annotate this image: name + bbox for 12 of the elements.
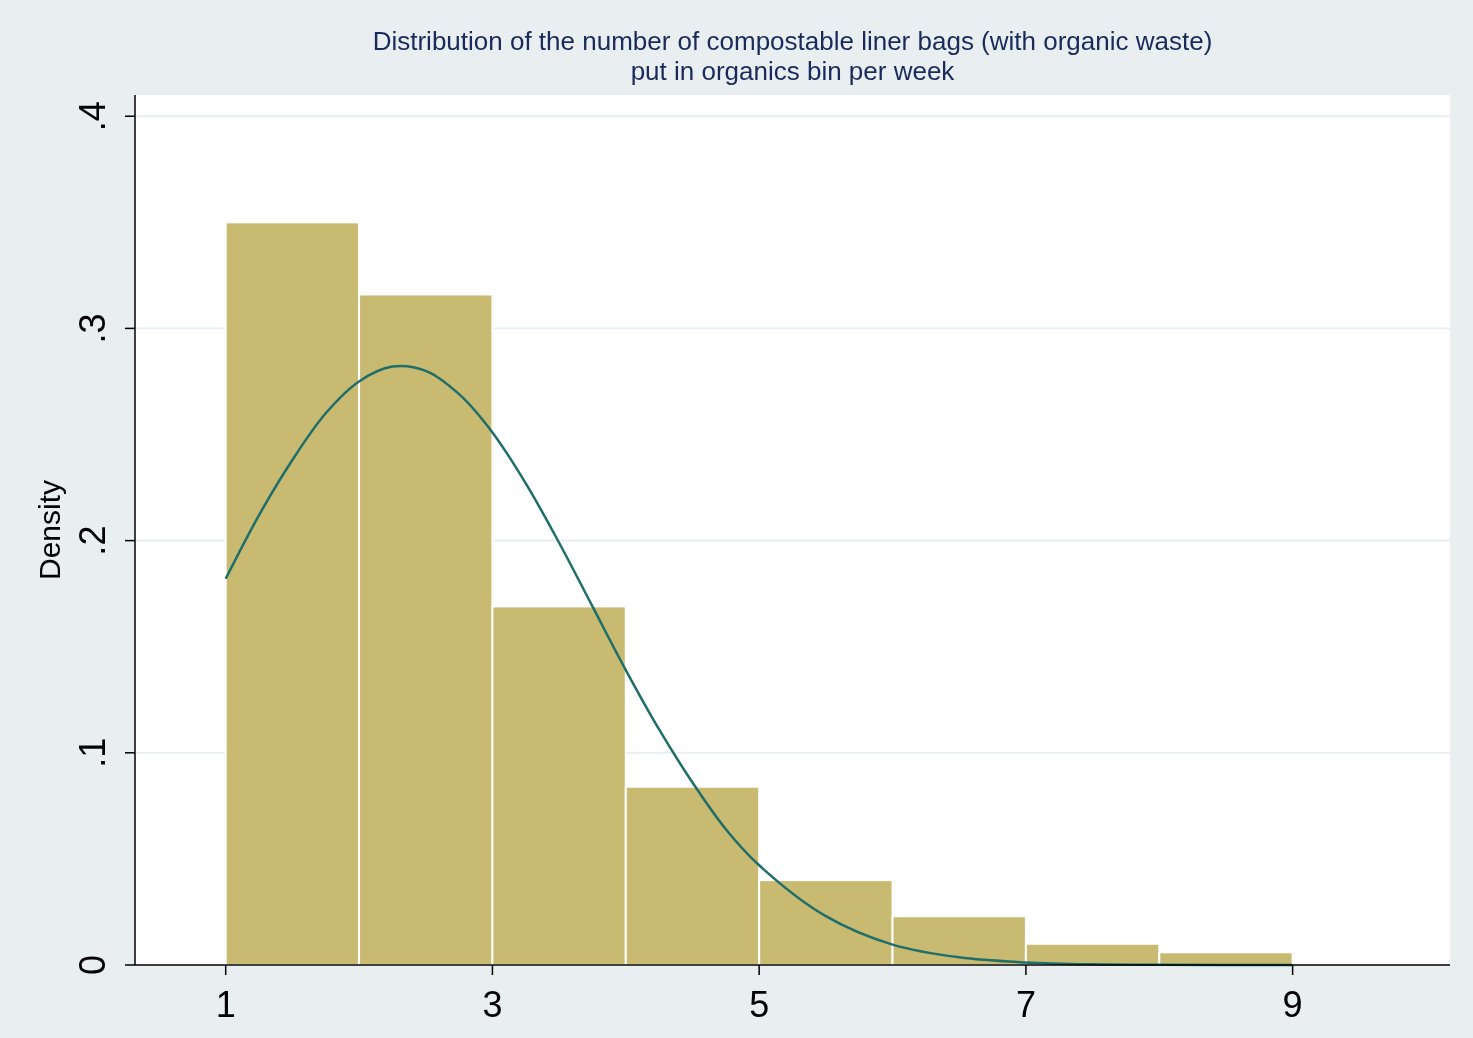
- x-tick-label: 5: [749, 984, 770, 1025]
- x-tick-label: 7: [1015, 984, 1036, 1025]
- x-tick-label: 3: [482, 984, 503, 1025]
- x-tick-label: 9: [1282, 984, 1303, 1025]
- y-tick-label: .4: [72, 101, 113, 132]
- chart-title: Distribution of the number of compostable liner bags (with organic waste) put in organics bin per week: [372, 26, 1213, 86]
- y-tick-label: .1: [72, 737, 113, 768]
- x-tick-label: 1: [215, 984, 236, 1025]
- y-tick-label: .3: [72, 313, 113, 344]
- y-tick-label: 0: [72, 954, 113, 976]
- y-axis-title: Density: [33, 479, 66, 581]
- y-tick-label: .2: [72, 525, 113, 556]
